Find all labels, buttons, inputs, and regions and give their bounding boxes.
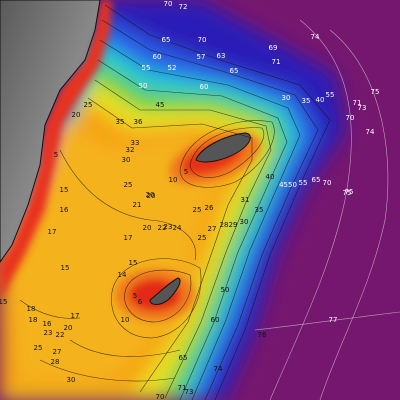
contour-label: 35 <box>116 118 125 126</box>
contour-label: 35 <box>255 206 264 214</box>
contour-label: 23 <box>164 223 173 231</box>
contour-label: 65 <box>230 67 239 75</box>
contour-label: 76 <box>258 331 267 339</box>
contour-label: 15 <box>60 186 69 194</box>
contour-label: 74 <box>311 33 320 41</box>
contour-label: 73 <box>185 388 194 396</box>
contour-label: 74 <box>214 365 223 373</box>
contour-label: 36 <box>134 118 143 126</box>
contour-label: 20 <box>143 224 152 232</box>
contour-label: 25 <box>34 344 43 352</box>
contour-label: 63 <box>217 52 226 60</box>
contour-label: 52 <box>168 64 177 72</box>
contour-label: 30 <box>67 376 76 384</box>
contour-label: 70 <box>198 36 207 44</box>
contour-label: 16 <box>60 206 69 214</box>
contour-label: 32 <box>126 146 135 154</box>
contour-label: 33 <box>131 139 140 147</box>
contour-label: 75 <box>345 188 354 196</box>
contour-label: 10 <box>169 176 178 184</box>
contour-label: 28 <box>220 221 229 229</box>
contour-label: 24 <box>173 224 182 232</box>
contour-label: 71 <box>178 384 187 392</box>
contour-label: 25 <box>198 234 207 242</box>
contour-label: 17 <box>71 312 80 320</box>
contour-label: 50 <box>139 82 148 90</box>
contour-label: 22 <box>56 331 65 339</box>
contour-label: 72 <box>179 3 188 11</box>
contour-label: 70 <box>164 0 173 8</box>
contour-label: 22 <box>158 224 167 232</box>
contour-label: 15 <box>0 298 7 306</box>
contour-label: 73 <box>358 104 367 112</box>
contour-label: 69 <box>269 44 278 52</box>
contour-label: 25 <box>124 181 133 189</box>
contour-label: 27 <box>208 225 217 233</box>
contour-label: 75 <box>343 189 352 197</box>
contour-label: 65 <box>179 354 188 362</box>
contour-label: 71 <box>353 99 362 107</box>
contour-label: 5 <box>133 292 137 300</box>
contour-label: 31 <box>241 196 250 204</box>
contour-label: 29 <box>229 221 238 229</box>
contour-label: 14 <box>118 271 127 279</box>
contour-label: 57 <box>197 53 206 61</box>
land <box>0 0 101 263</box>
contour-label: 75 <box>371 88 380 96</box>
contour-label: 65 <box>312 176 321 184</box>
contour-label: 20 <box>72 111 81 119</box>
contour-label: 35 <box>302 97 311 105</box>
contour-label: 50 <box>221 286 230 294</box>
contour-label: 15 <box>129 259 138 267</box>
contour-label: 6 <box>138 298 143 306</box>
contour-label: 77 <box>329 316 338 324</box>
contour-label: 15 <box>61 264 70 272</box>
contour-label: 74 <box>366 128 375 136</box>
contour-label: 16 <box>43 320 52 328</box>
contour-label: 10 <box>121 316 130 324</box>
contour-lines <box>19 4 400 400</box>
contour-label: 28 <box>51 358 60 366</box>
contour-label: 60 <box>211 316 220 324</box>
contour-label: 65 <box>162 36 171 44</box>
contour-label: 20 <box>146 191 155 199</box>
contour-label: 60 <box>200 83 209 91</box>
contour-label: 18 <box>27 305 36 313</box>
contour-label: 30 <box>240 218 249 226</box>
contour-label: 55 <box>326 91 335 99</box>
contour-label: 60 <box>153 53 162 61</box>
contour-label: 21 <box>133 201 142 209</box>
contour-label: 18 <box>29 316 38 324</box>
contour-label: 4550 <box>279 181 297 189</box>
contour-label: 5 <box>54 151 58 159</box>
contour-label: 30 <box>282 94 291 102</box>
contour-label: 70 <box>156 393 165 400</box>
island <box>195 132 251 163</box>
contour-label: 55 <box>299 179 308 187</box>
contour-label: 20 <box>147 192 156 200</box>
contour-label: 5 <box>184 168 188 176</box>
contour-label: 45 <box>156 101 165 109</box>
contour-label: 26 <box>205 204 214 212</box>
contour-label: 71 <box>272 58 281 66</box>
contour-label: 27 <box>53 348 62 356</box>
contour-label: 30 <box>122 156 131 164</box>
contour-label: 40 <box>266 173 275 181</box>
contour-label: 70 <box>346 114 355 122</box>
island <box>149 277 181 305</box>
contour-label: 70 <box>323 179 332 187</box>
contour-label: 17 <box>124 234 133 242</box>
contour-label: 20 <box>64 324 73 332</box>
contour-label: 23 <box>44 329 53 337</box>
contour-label: 17 <box>48 228 57 236</box>
contour-label: 40 <box>316 96 325 104</box>
contour-label: 55 <box>142 64 151 72</box>
contour-label: 25 <box>193 206 202 214</box>
contour-label: 25 <box>84 101 93 109</box>
